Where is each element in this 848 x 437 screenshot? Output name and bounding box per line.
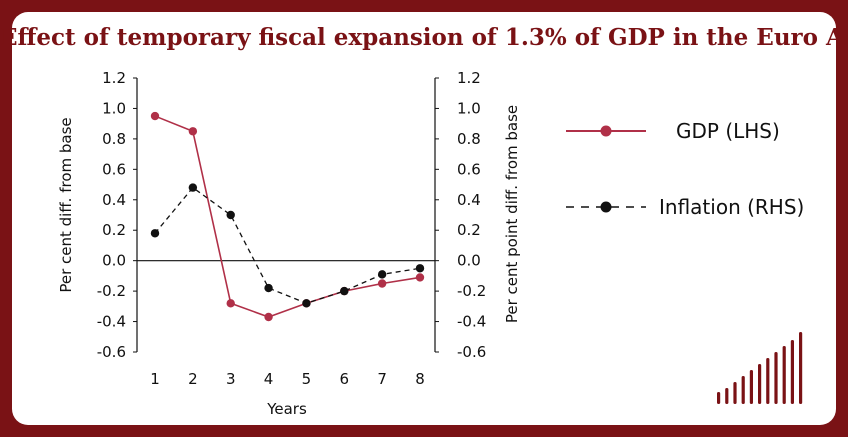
- logo-bar: [774, 352, 778, 404]
- series-1-point: [340, 286, 349, 296]
- y-right-tick-label: 0.0: [457, 252, 481, 270]
- series-1-point: [264, 283, 273, 293]
- x-tick-label: 1: [150, 370, 160, 388]
- series-1-point: [150, 229, 160, 238]
- y-left-tick-label: 0.6: [102, 160, 126, 178]
- x-tick-label: 2: [188, 370, 198, 388]
- x-tick-label: 7: [377, 370, 387, 388]
- y-left-tick-label: 0.2: [102, 221, 126, 239]
- chart-card: [12, 12, 836, 425]
- y-left-tick-label: 0.4: [102, 191, 126, 209]
- logo-bar: [725, 388, 729, 404]
- legend-marker-1: [600, 201, 612, 213]
- logo-bar: [741, 376, 745, 404]
- axes: [133, 77, 439, 353]
- series-1-point: [188, 183, 198, 192]
- logo-bar: [799, 332, 803, 404]
- series-1-point: [302, 299, 311, 308]
- y-axis-left-label: Per cent diff. from base: [57, 117, 75, 292]
- series-line-0: [154, 115, 421, 318]
- logo-bar: [717, 392, 721, 404]
- series-0-point: [264, 312, 273, 322]
- legend-marker-0: [600, 125, 612, 137]
- y-right-tick-label: -0.6: [457, 343, 486, 361]
- y-right-tick-label: 0.6: [457, 160, 481, 178]
- y-right-tick-label: 1.2: [457, 69, 481, 87]
- y-right-tick-label: 0.2: [457, 221, 481, 239]
- series-0-point: [150, 111, 160, 121]
- y-left-tick-label: 1.2: [102, 69, 126, 87]
- series-1-point: [415, 264, 425, 273]
- x-tick-label: 3: [226, 370, 236, 388]
- series-0-point: [377, 279, 387, 288]
- logo-bar: [749, 370, 753, 404]
- x-tick-label: 4: [264, 370, 274, 388]
- y-left-tick-label: 0.8: [102, 130, 126, 148]
- logo-bar: [766, 358, 770, 404]
- x-tick-label: 5: [302, 370, 312, 388]
- y-left-tick-label: -0.6: [97, 343, 126, 361]
- y-right-tick-label: -0.2: [457, 282, 486, 300]
- y-left-tick-label: 1.0: [102, 99, 126, 117]
- logo-bar: [758, 364, 762, 404]
- legend-label-0: GDP (LHS): [676, 119, 780, 143]
- series-0-point: [188, 127, 198, 136]
- legend-label-1: Inflation (RHS): [659, 195, 804, 219]
- logo-bar: [790, 340, 794, 404]
- series-1-point: [377, 270, 387, 279]
- logo-bar: [782, 346, 786, 404]
- series-line-1: [154, 186, 421, 304]
- chart-title: Effect of temporary fiscal expansion of …: [0, 24, 848, 51]
- y-right-tick-label: 0.4: [457, 191, 481, 209]
- y-right-tick-label: 0.8: [457, 130, 481, 148]
- logo-bar: [733, 382, 737, 404]
- x-axis-label: Years: [266, 400, 307, 418]
- y-left-tick-label: 0.0: [102, 252, 126, 270]
- y-right-tick-label: 1.0: [457, 99, 481, 117]
- tick-labels: 1.2 1.2 1.0 1.0 0.8 0.8 0.6 0.6 0.4 0.4 0.2 0.2 0.0 0…: [97, 69, 487, 388]
- legend: GDP (LHS) Inflation (RHS): [566, 119, 804, 219]
- series: [150, 111, 425, 322]
- y-left-tick-label: -0.2: [97, 282, 126, 300]
- x-tick-label: 8: [415, 370, 425, 388]
- logo-bars-icon: [717, 332, 803, 404]
- y-left-tick-label: -0.4: [97, 313, 126, 331]
- series-0-point: [415, 273, 425, 282]
- series-1-point: [226, 210, 235, 220]
- series-0-point: [226, 299, 235, 308]
- y-axis-right-label: Per cent point diff. from base: [503, 105, 521, 323]
- y-right-tick-label: -0.4: [457, 313, 486, 331]
- x-tick-label: 6: [340, 370, 350, 388]
